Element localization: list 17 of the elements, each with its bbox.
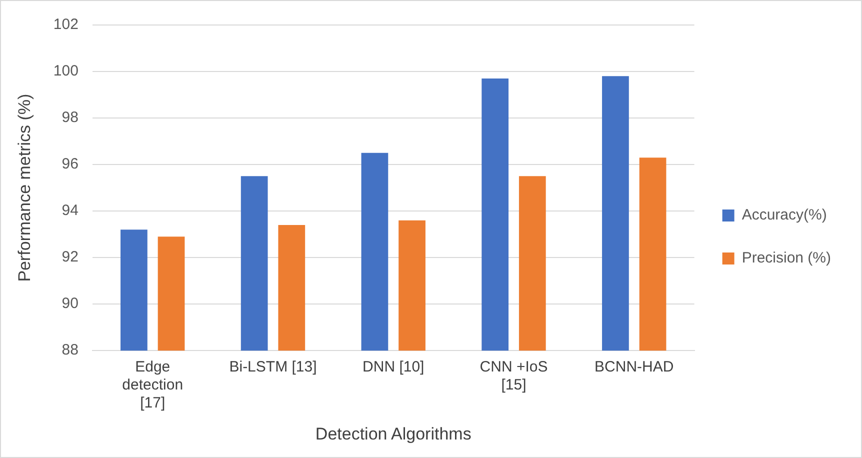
legend-label: Precision (%) — [742, 250, 832, 267]
y-axis-title: Performance metrics (%) — [14, 94, 34, 282]
y-tick-label: 90 — [62, 295, 78, 312]
y-tick-label: 98 — [62, 109, 78, 126]
y-tick-label: 94 — [62, 202, 78, 220]
y-tick-label: 100 — [53, 62, 78, 80]
x-tick-label: BCNN-HAD — [594, 358, 674, 376]
legend-label: Accuracy(%) — [742, 206, 827, 224]
x-tick-label: DNN [10] — [362, 358, 424, 376]
x-axis-title: Detection Algorithms — [315, 424, 472, 444]
y-tick-label: 102 — [53, 16, 78, 34]
x-tick-label: Bi-LSTM [13] — [229, 358, 317, 376]
y-tick-label: 92 — [62, 248, 78, 266]
x-tick-label: CNN +IoS [15] — [480, 358, 548, 394]
x-tick-label: Edge detection [17] — [122, 358, 184, 412]
y-tick-label: 88 — [62, 342, 78, 359]
y-tick-label: 96 — [62, 156, 78, 173]
